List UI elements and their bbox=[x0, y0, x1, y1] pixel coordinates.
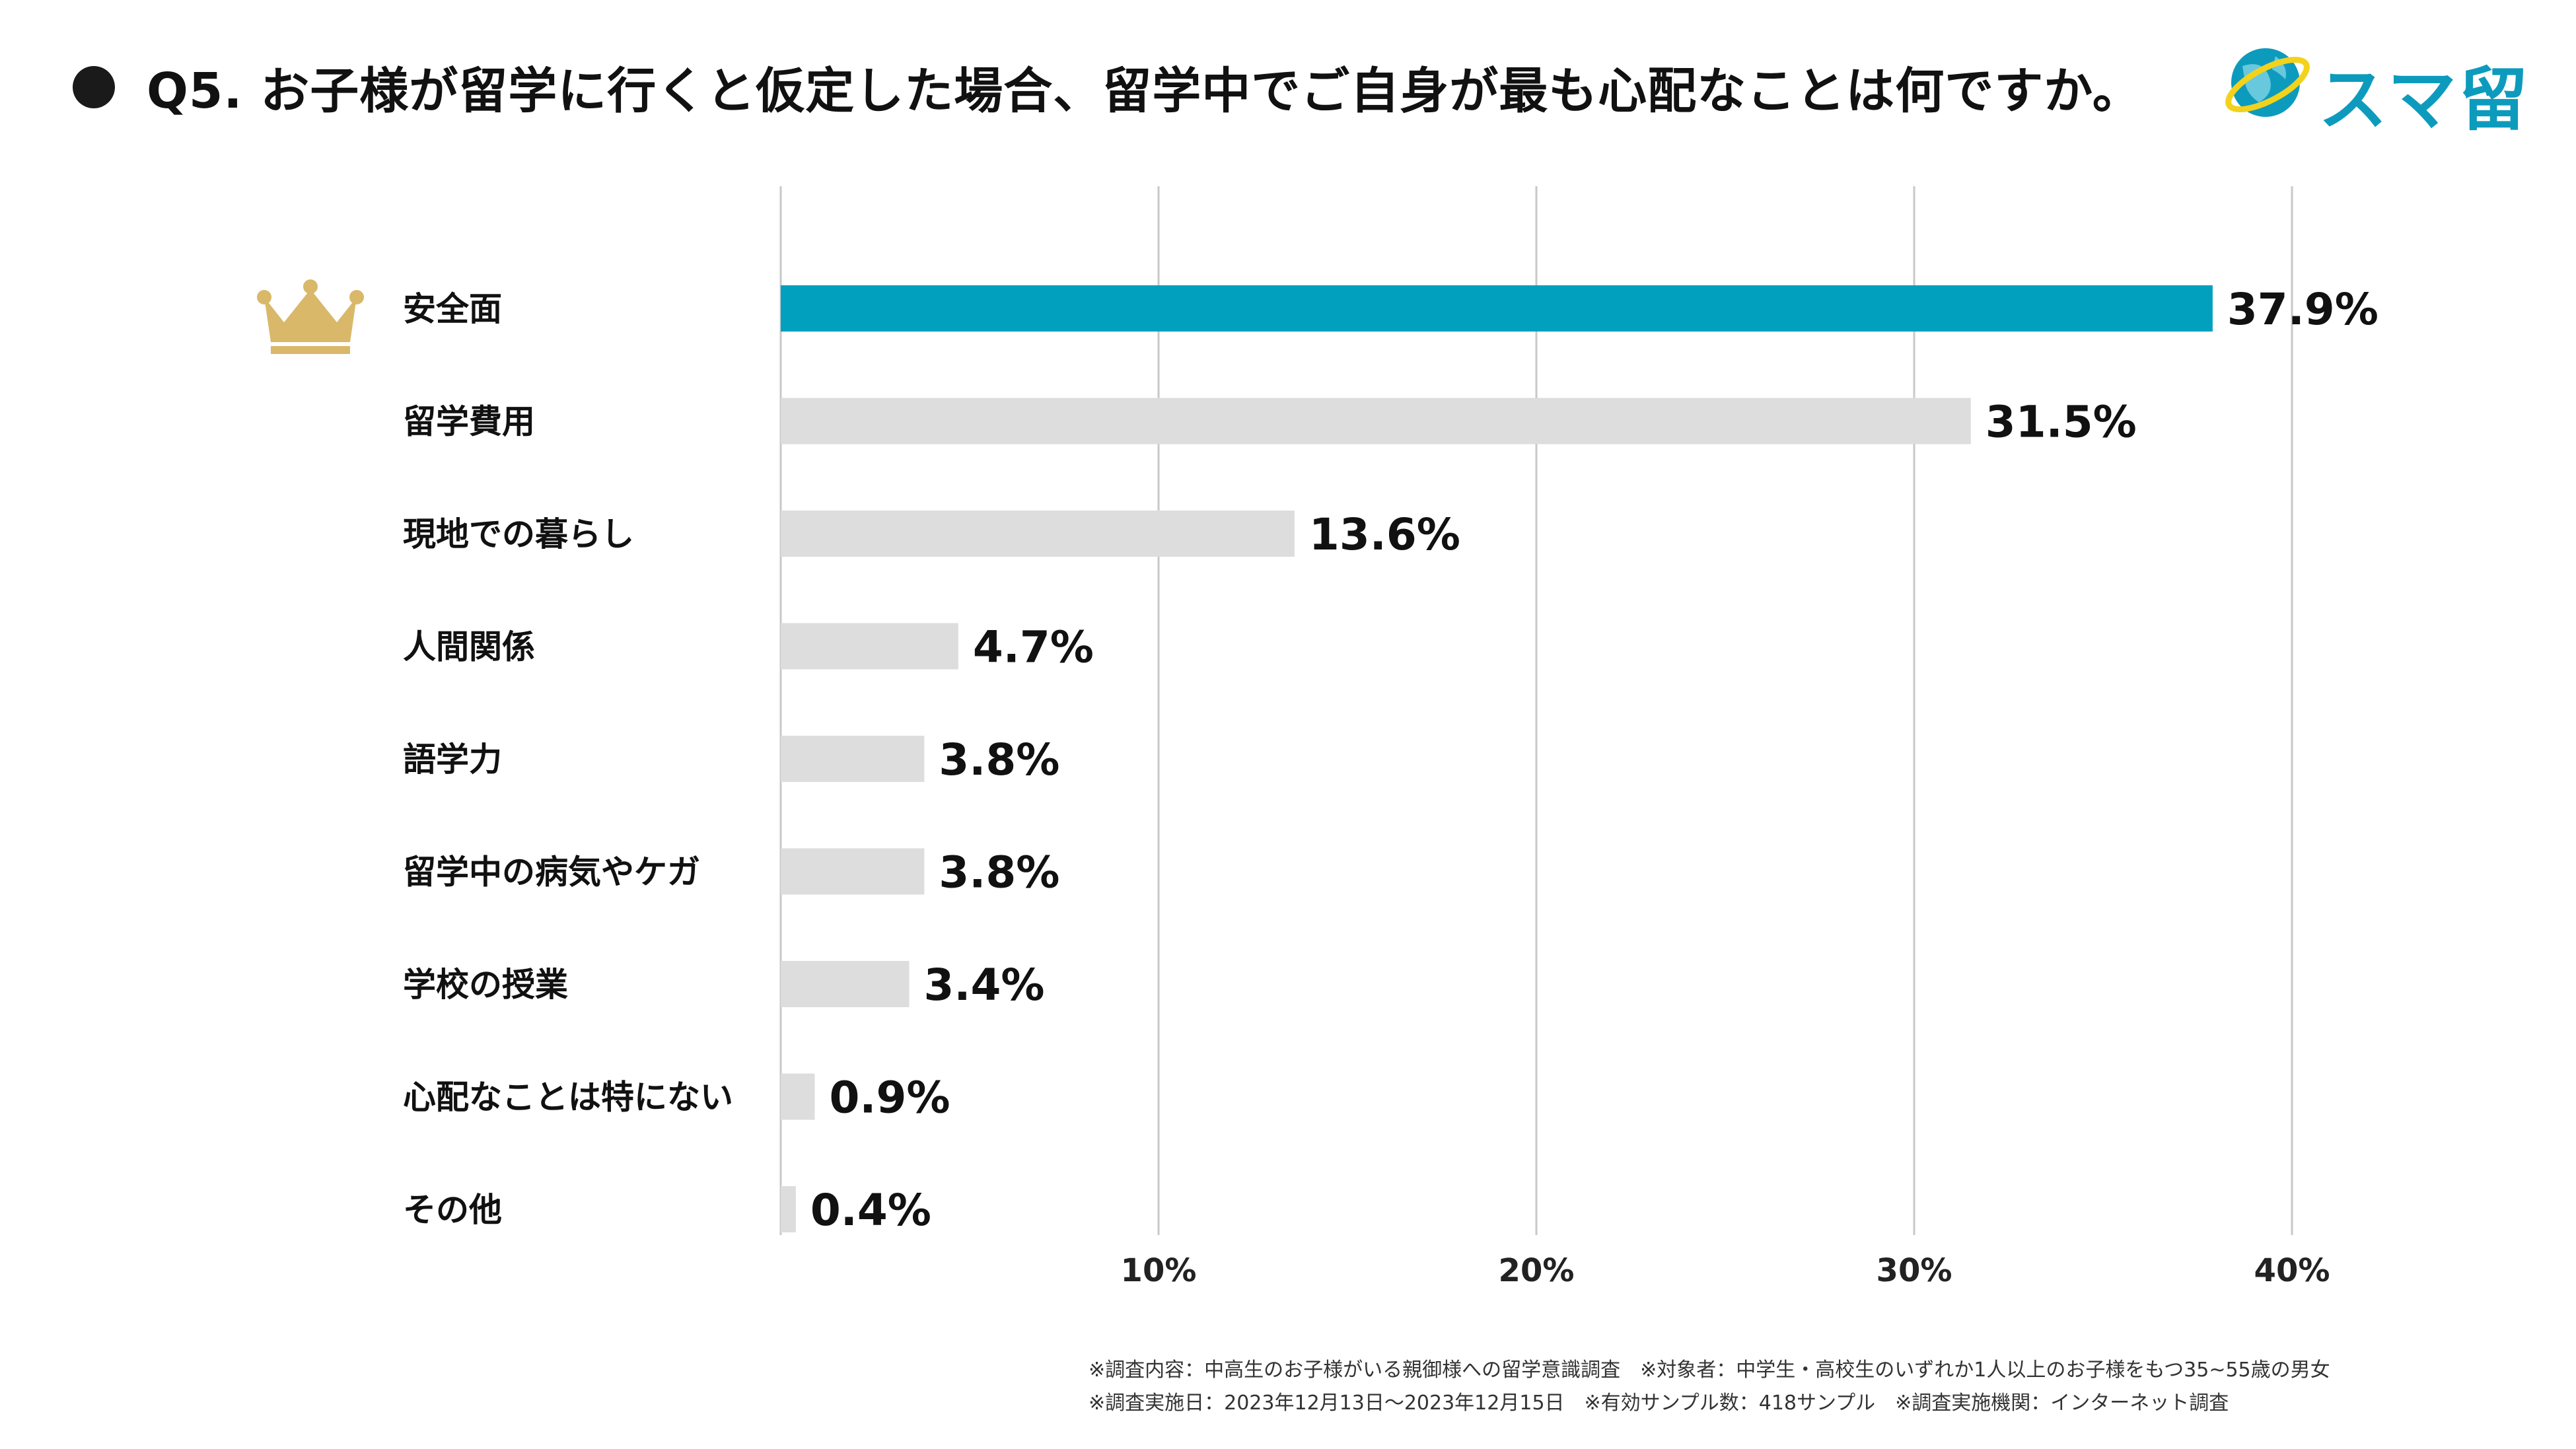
value-label: 3.4% bbox=[923, 960, 1044, 1010]
category-label: 留学費用 bbox=[403, 403, 535, 441]
category-label: 安全面 bbox=[403, 290, 502, 328]
category-label: その他 bbox=[403, 1191, 502, 1229]
value-label: 3.8% bbox=[939, 734, 1059, 785]
bars bbox=[781, 285, 2213, 1232]
value-label: 13.6% bbox=[1309, 509, 1460, 560]
bar bbox=[781, 511, 1295, 557]
x-tick-label: 20% bbox=[1499, 1252, 1575, 1289]
category-label: 心配なことは特にない bbox=[403, 1078, 733, 1117]
category-label: 学校の授業 bbox=[403, 966, 568, 1004]
bar bbox=[781, 285, 2213, 332]
bar bbox=[781, 623, 958, 670]
bar bbox=[781, 398, 1971, 444]
x-tick-labels: 10% 20% 30% 40% bbox=[1121, 1252, 2330, 1289]
bar bbox=[781, 736, 925, 782]
value-label: 3.8% bbox=[939, 847, 1059, 898]
footnote-line: ※調査実施日：2023年12月13日～2023年12月15日 ※有効サンプル数：… bbox=[1089, 1392, 2229, 1415]
crown-jewel bbox=[349, 290, 364, 304]
category-label: 留学中の病気やケガ bbox=[403, 853, 700, 892]
gridlines bbox=[1157, 186, 2293, 1235]
value-label: 0.9% bbox=[829, 1073, 950, 1123]
globe-icon bbox=[2225, 48, 2310, 117]
bar bbox=[781, 961, 910, 1007]
category-label: 人間関係 bbox=[403, 628, 535, 666]
crown-jewel bbox=[257, 290, 271, 304]
page-title: Q5. お子様が留学に行くと仮定した場合、留学中でご自身が最も心配なことは何です… bbox=[147, 63, 2142, 120]
value-label: 31.5% bbox=[1986, 397, 2137, 448]
crown-icon bbox=[257, 279, 364, 354]
category-labels: 安全面留学費用現地での暮らし人間関係語学力留学中の病気やケガ学校の授業心配なこと… bbox=[403, 290, 733, 1229]
bar bbox=[781, 1186, 796, 1232]
crown-shape bbox=[264, 289, 357, 342]
value-labels: 37.9% 31.5% 13.6% 4.7% 3.8% 3.8% 3.4% 0.9% 0.4% bbox=[810, 284, 2379, 1236]
title-bullet bbox=[73, 66, 115, 108]
category-label: 現地での暮らし bbox=[403, 515, 634, 553]
value-label: 37.9% bbox=[2227, 284, 2379, 335]
category-label: 語学力 bbox=[403, 740, 502, 779]
bar bbox=[781, 1073, 815, 1120]
brand-logo: スマ留 bbox=[2223, 40, 2533, 140]
value-label: 4.7% bbox=[973, 622, 1094, 673]
footnote-line: ※調査内容：中高生のお子様がいる親御様への留学意識調査 ※対象者：中学生・高校生… bbox=[1089, 1359, 2330, 1382]
bar bbox=[781, 848, 925, 895]
footnotes: ※調査内容：中高生のお子様がいる親御様への留学意識調査 ※対象者：中学生・高校生… bbox=[1089, 1354, 2330, 1420]
crown-base bbox=[271, 346, 350, 354]
x-tick-label: 10% bbox=[1121, 1252, 1197, 1289]
x-tick-label: 40% bbox=[2254, 1252, 2330, 1289]
x-tick-label: 30% bbox=[1877, 1252, 1952, 1289]
logo-text: スマ留 bbox=[2318, 59, 2530, 140]
value-label: 0.4% bbox=[810, 1185, 931, 1236]
crown-jewel bbox=[303, 279, 318, 294]
